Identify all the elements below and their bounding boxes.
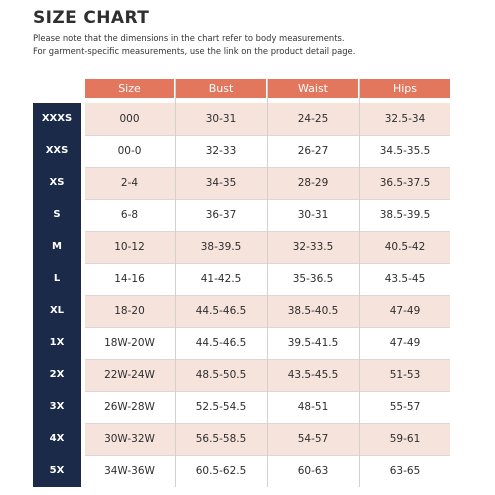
table-cell-waist: 24-25 bbox=[297, 113, 329, 125]
column-header-hips: Hips bbox=[360, 79, 450, 98]
table-cell-hips: 47-49 bbox=[389, 305, 421, 317]
table-cell-waist: 28-29 bbox=[297, 177, 329, 189]
size-label: 1X bbox=[49, 337, 65, 348]
table-cell-size: 10-12 bbox=[114, 241, 145, 253]
table-cell-bust: 60.5-62.5 bbox=[195, 465, 247, 477]
table-cell-size: 00-0 bbox=[117, 145, 142, 157]
table-cell-bust: 30-31 bbox=[205, 113, 237, 125]
table-cell-waist: 43.5-45.5 bbox=[287, 369, 339, 381]
table-cell-size: 18-20 bbox=[114, 305, 145, 317]
table-cell-bust: 44.5-46.5 bbox=[195, 305, 247, 317]
size-label: XXS bbox=[45, 145, 69, 156]
note-line-2: For garment-specific measurements, use t… bbox=[33, 46, 356, 56]
table-cell-size: 6-8 bbox=[120, 209, 139, 221]
table-cell-bust: 44.5-46.5 bbox=[195, 337, 247, 349]
size-label: S bbox=[53, 209, 61, 220]
size-label-column: XXXS XXS XS S M L XL 1X 2X 3X 4X 5X bbox=[33, 103, 81, 487]
table-cell-bust: 56.5-58.5 bbox=[195, 433, 247, 445]
table-cell-waist: 54-57 bbox=[297, 433, 329, 445]
size-label: L bbox=[53, 273, 61, 284]
table-cell-bust: 34-35 bbox=[205, 177, 237, 189]
table-cell-bust: 41-42.5 bbox=[200, 273, 242, 285]
table-cell-bust: 36-37 bbox=[205, 209, 237, 221]
page-title: SIZE CHART bbox=[33, 8, 150, 28]
table-cell-bust: 52.5-54.5 bbox=[195, 401, 247, 413]
table-cell-hips: 47-49 bbox=[389, 337, 421, 349]
size-label: M bbox=[52, 241, 62, 252]
table-cell-size: 34W-36W bbox=[104, 465, 155, 477]
table-cell-waist: 48-51 bbox=[297, 401, 329, 413]
table-cell-hips: 34.5-35.5 bbox=[379, 145, 431, 157]
table-cell-waist: 60-63 bbox=[297, 465, 329, 477]
table-cell-hips: 55-57 bbox=[389, 401, 421, 413]
table-cell-waist: 26-27 bbox=[297, 145, 329, 157]
table-cell-size: 18W-20W bbox=[104, 337, 155, 349]
column-divider bbox=[359, 79, 360, 487]
table-cell-hips: 36.5-37.5 bbox=[379, 177, 431, 189]
table-cell-waist: 35-36.5 bbox=[292, 273, 334, 285]
table-cell-waist: 30-31 bbox=[297, 209, 329, 221]
table-cell-size: 30W-32W bbox=[104, 433, 155, 445]
table-cell-bust: 32-33 bbox=[205, 145, 237, 157]
column-header-size: Size bbox=[85, 79, 174, 98]
table-cell-hips: 40.5-42 bbox=[384, 241, 426, 253]
size-label: 5X bbox=[49, 465, 65, 476]
note-line-1: Please note that the dimensions in the c… bbox=[33, 33, 345, 43]
table-cell-hips: 43.5-45 bbox=[384, 273, 426, 285]
size-label: 3X bbox=[49, 401, 65, 412]
size-label: XXXS bbox=[41, 113, 73, 124]
table-cell-hips: 63-65 bbox=[389, 465, 421, 477]
table-cell-bust: 48.5-50.5 bbox=[195, 369, 247, 381]
size-label: 4X bbox=[49, 433, 65, 444]
table-cell-size: 26W-28W bbox=[104, 401, 155, 413]
table-cell-size: 000 bbox=[119, 113, 140, 125]
column-divider bbox=[267, 79, 268, 487]
table-cell-hips: 32.5-34 bbox=[384, 113, 426, 125]
table-cell-waist: 39.5-41.5 bbox=[287, 337, 339, 349]
table-cell-hips: 51-53 bbox=[389, 369, 421, 381]
table-cell-waist: 38.5-40.5 bbox=[287, 305, 339, 317]
table-cell-size: 2-4 bbox=[120, 177, 139, 189]
table-cell-waist: 32-33.5 bbox=[292, 241, 334, 253]
table-cell-bust: 38-39.5 bbox=[200, 241, 242, 253]
size-label: XS bbox=[49, 177, 65, 188]
table-cell-hips: 59-61 bbox=[389, 433, 421, 445]
column-divider bbox=[175, 79, 176, 487]
table-cell-size: 14-16 bbox=[114, 273, 145, 285]
table-cell-size: 22W-24W bbox=[104, 369, 155, 381]
size-label: XL bbox=[49, 305, 65, 316]
size-label: 2X bbox=[49, 369, 65, 380]
column-header-waist: Waist bbox=[268, 79, 358, 98]
column-header-bust: Bust bbox=[176, 79, 266, 98]
table-cell-hips: 38.5-39.5 bbox=[379, 209, 431, 221]
